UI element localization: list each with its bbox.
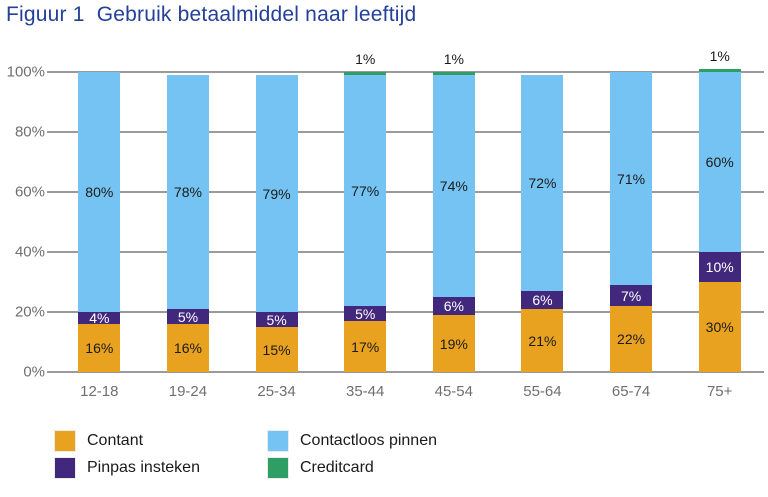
legend-item-contactloos: Contactloos pinnen	[268, 431, 437, 451]
bar-segment-contactloos: 77%	[344, 75, 387, 306]
bar-segment-pinpas: 4%	[78, 311, 121, 325]
bar-segment-pinpas: 10%	[698, 252, 741, 282]
bar-slot: 16% 5% 78% 19-24	[144, 72, 233, 400]
figure-title: Figuur 1 Gebruik betaalmiddel naar leeft…	[6, 3, 417, 26]
y-axis-label: 20%	[14, 303, 45, 321]
bar-segment-pinpas: 6%	[432, 297, 475, 315]
x-axis-label: 75+	[706, 383, 733, 400]
gridline	[47, 251, 764, 253]
legend-swatch-creditcard	[268, 458, 288, 478]
bar-segment-contant: 17%	[344, 321, 387, 372]
legend-swatch-contant	[55, 431, 75, 451]
bar-segment-pinpas: 5%	[344, 306, 387, 321]
bar-slot: 17% 5% 77% 1% 35-44	[321, 51, 410, 400]
plot-area: 16% 4% 80% 12-18 16% 5% 78% 19-24 15% 5% 79% 25-34 1…	[47, 48, 764, 400]
x-axis-label: 55-64	[523, 383, 562, 400]
bar-slot: 30% 10% 60% 1% 75+	[675, 48, 764, 400]
bar-slot: 21% 6% 72% 55-64	[498, 72, 587, 400]
bar-segment-contactloos: 71%	[610, 72, 653, 285]
bar-segment-contant: 19%	[432, 315, 475, 372]
bar-segment-contant: 15%	[255, 327, 298, 372]
y-axis-label: 0%	[23, 363, 45, 381]
bar-segment-contant: 21%	[521, 309, 564, 372]
legend-item-contant: Contant	[55, 431, 268, 451]
bar-segment-contactloos: 74%	[432, 75, 475, 297]
x-axis-label: 35-44	[346, 383, 385, 400]
legend-label: Creditcard	[300, 459, 374, 476]
legend-item-creditcard: Creditcard	[268, 458, 437, 478]
legend-swatch-contactloos	[268, 431, 288, 451]
legend: Contant Pinpas insteken Contactloos pinnen…	[55, 431, 437, 478]
bar-value-label-above: 1%	[443, 51, 464, 67]
x-axis-label: 12-18	[80, 383, 119, 400]
y-axis-label: 40%	[14, 243, 45, 261]
bar-segment-contant: 30%	[698, 282, 741, 372]
legend-label: Contactloos pinnen	[300, 432, 437, 449]
bar-segment-contant: 22%	[610, 306, 653, 372]
bar-slot: 15% 5% 79% 25-34	[232, 72, 321, 400]
bar-segment-contant: 16%	[78, 324, 121, 372]
x-axis-label: 19-24	[168, 383, 208, 400]
x-axis-label: 25-34	[257, 383, 296, 400]
bar-slot: 16% 4% 80% 12-18	[55, 72, 144, 400]
bar-segment-pinpas: 7%	[610, 285, 653, 306]
legend-swatch-pinpas	[55, 458, 75, 478]
gridline	[47, 131, 764, 133]
bar-segment-contactloos: 60%	[698, 72, 741, 252]
bar-segment-contactloos: 72%	[521, 75, 564, 291]
bar-segment-contactloos: 80%	[78, 72, 121, 312]
y-axis-label: 60%	[14, 183, 45, 201]
x-axis-label: 65-74	[611, 383, 651, 400]
bar-slot: 19% 6% 74% 1% 45-54	[410, 51, 499, 400]
gridline	[47, 371, 764, 373]
legend-label: Contant	[87, 432, 144, 449]
gridline	[47, 71, 764, 73]
bar-value-label-above: 1%	[709, 48, 730, 64]
y-axis-label: 80%	[14, 123, 45, 141]
x-axis-label: 45-54	[434, 383, 473, 400]
gridline	[47, 191, 764, 193]
bar-segment-pinpas: 5%	[166, 309, 209, 324]
bar-segment-creditcard	[432, 72, 475, 75]
legend-item-pinpas: Pinpas insteken	[55, 458, 268, 478]
bar-segment-creditcard	[698, 69, 741, 72]
y-axis: 0% 20% 40% 60% 80% 100%	[0, 64, 45, 381]
bar-segment-contant: 16%	[166, 324, 209, 372]
bar-segment-pinpas: 5%	[255, 312, 298, 327]
gridline	[47, 311, 764, 313]
bar-segment-creditcard	[344, 72, 387, 75]
bar-segment-pinpas: 6%	[521, 291, 564, 309]
bar-segment-contactloos: 79%	[255, 75, 298, 312]
legend-label: Pinpas insteken	[87, 459, 200, 476]
y-axis-label: 100%	[6, 63, 45, 81]
bar-slot: 22% 7% 71% 65-74	[587, 72, 676, 400]
bar-segment-contactloos: 78%	[166, 75, 209, 309]
bar-value-label-above: 1%	[355, 51, 376, 67]
